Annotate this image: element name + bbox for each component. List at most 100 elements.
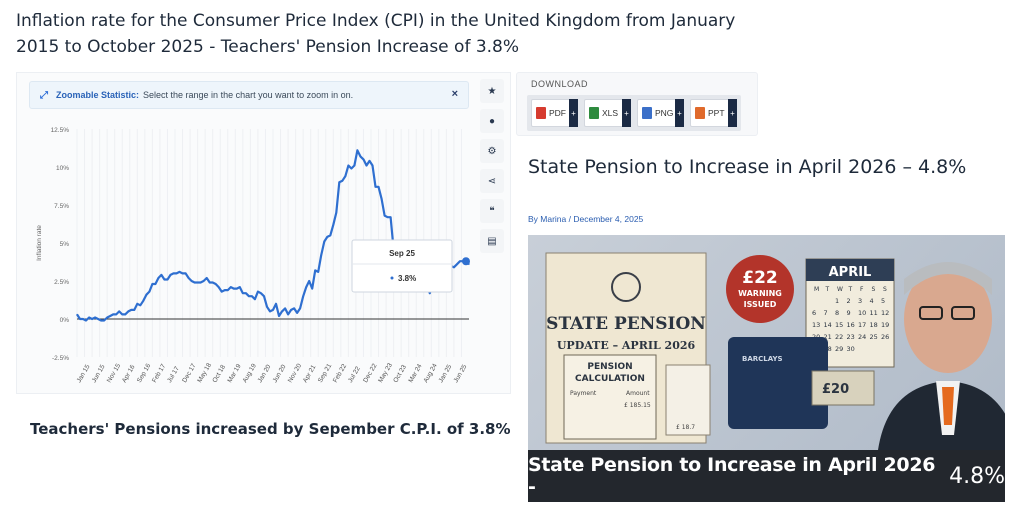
bell-icon[interactable]: ● bbox=[480, 109, 504, 133]
ppt-file-icon bbox=[695, 107, 705, 119]
x-tick-label: Jul 22 bbox=[347, 365, 362, 384]
download-pdf-button[interactable]: PDF + bbox=[531, 99, 578, 127]
x-tick-label: Jun 15 bbox=[91, 363, 107, 384]
gear-icon[interactable]: ⚙ bbox=[480, 139, 504, 163]
data-point bbox=[287, 313, 289, 316]
data-point bbox=[145, 294, 147, 296]
data-point bbox=[344, 175, 346, 177]
data-point bbox=[218, 286, 220, 288]
calendar-day: 12 bbox=[881, 309, 889, 317]
calendar-day: 30 bbox=[847, 345, 855, 353]
data-point bbox=[302, 295, 304, 297]
calendar-day: 10 bbox=[858, 309, 866, 317]
calc-card bbox=[563, 354, 657, 440]
badge-amount: £22 bbox=[742, 268, 778, 288]
close-icon[interactable]: × bbox=[451, 88, 458, 100]
banknote bbox=[811, 370, 875, 406]
data-point bbox=[368, 160, 371, 162]
data-point bbox=[175, 272, 178, 274]
download-ppt-button[interactable]: PPT + bbox=[690, 99, 737, 127]
calendar-day: 6 bbox=[812, 309, 816, 317]
data-point bbox=[85, 319, 87, 322]
download-label: PNG bbox=[655, 108, 674, 118]
data-point bbox=[157, 277, 160, 279]
data-point bbox=[290, 309, 292, 311]
data-point bbox=[76, 313, 78, 316]
data-point bbox=[163, 278, 166, 281]
y-axis-label: Inflation rate bbox=[36, 225, 43, 261]
data-point bbox=[353, 164, 356, 167]
data-point bbox=[386, 216, 389, 218]
calendar-weekday: S bbox=[883, 286, 887, 293]
hero-caption: State Pension to Increase in April 2026 … bbox=[528, 450, 1005, 502]
receipt bbox=[665, 364, 711, 436]
data-point bbox=[148, 291, 150, 293]
data-point bbox=[338, 181, 340, 183]
data-point bbox=[275, 303, 277, 305]
data-point bbox=[206, 277, 208, 279]
data-point bbox=[200, 281, 202, 284]
star-icon[interactable]: ★ bbox=[480, 79, 504, 103]
data-point bbox=[365, 164, 368, 167]
calendar-header bbox=[806, 259, 894, 281]
data-point bbox=[106, 316, 108, 319]
calendar-day: 4 bbox=[870, 297, 874, 305]
download-buttons: PDF + XLS + PNG + PPT + bbox=[527, 95, 741, 131]
data-point bbox=[284, 307, 286, 309]
data-point bbox=[79, 318, 81, 320]
data-point bbox=[296, 312, 298, 314]
data-point bbox=[257, 291, 259, 293]
download-png-button[interactable]: PNG + bbox=[637, 99, 684, 127]
data-point bbox=[371, 164, 374, 167]
plus-icon[interactable]: + bbox=[569, 99, 578, 127]
data-point bbox=[329, 234, 331, 236]
data-point bbox=[230, 286, 232, 288]
data-point bbox=[281, 310, 283, 312]
doc-title-1: STATE PENSION bbox=[546, 314, 706, 334]
download-xls-button[interactable]: XLS + bbox=[584, 99, 631, 127]
hero-image: STATE PENSION UPDATE – APRIL 2026 PENSIO… bbox=[528, 235, 1005, 502]
hero-illustration: STATE PENSION UPDATE – APRIL 2026 PENSIO… bbox=[545, 252, 1005, 450]
article-byline[interactable]: By Marina / December 4, 2025 bbox=[528, 214, 644, 224]
calendar-month: APRIL bbox=[829, 265, 872, 280]
hero-caption-text: State Pension to Increase in April 2026 … bbox=[528, 454, 936, 498]
data-point bbox=[390, 216, 392, 218]
glasses-icon bbox=[919, 306, 943, 320]
data-point bbox=[320, 254, 322, 256]
data-point bbox=[82, 318, 84, 320]
print-icon[interactable]: ▤ bbox=[480, 229, 504, 253]
page-title: Inflation rate for the Consumer Price In… bbox=[16, 11, 736, 57]
article-title[interactable]: State Pension to Increase in April 2026 … bbox=[528, 156, 967, 178]
download-label: XLS bbox=[602, 108, 619, 118]
data-point bbox=[359, 155, 362, 157]
data-point bbox=[118, 310, 120, 312]
calendar-weekday: M bbox=[814, 286, 819, 293]
data-point bbox=[269, 310, 271, 312]
quote-icon[interactable]: ❝ bbox=[480, 199, 504, 223]
plus-icon[interactable]: + bbox=[675, 99, 684, 127]
data-point bbox=[172, 272, 175, 274]
data-point bbox=[97, 318, 99, 320]
data-point bbox=[121, 313, 123, 316]
data-point bbox=[178, 271, 181, 273]
y-tick-label: 10% bbox=[56, 165, 69, 172]
data-point bbox=[459, 260, 461, 262]
person-tie bbox=[942, 387, 954, 425]
data-point bbox=[203, 280, 205, 282]
calendar-weekday: T bbox=[825, 286, 830, 293]
chart-panel: ⤢ Zoomable Statistic: Select the range i… bbox=[16, 72, 511, 394]
data-point bbox=[181, 272, 184, 274]
cpi-line-chart[interactable]: 12.5% 10% 7.5% 5% 2.5% 0% -2.5% Inflation rate J… bbox=[17, 117, 487, 395]
calc-title-2: CALCULATION bbox=[575, 374, 645, 384]
tooltip-title: Sep 25 bbox=[389, 249, 415, 258]
data-point bbox=[109, 315, 111, 317]
data-point bbox=[374, 186, 377, 188]
calendar-day: 13 bbox=[812, 321, 820, 329]
plus-icon[interactable]: + bbox=[622, 99, 631, 127]
data-point bbox=[429, 292, 431, 294]
data-point bbox=[254, 298, 256, 300]
share-icon[interactable]: ⋖ bbox=[480, 169, 504, 193]
data-point bbox=[100, 319, 102, 322]
data-point bbox=[115, 313, 117, 316]
plus-icon[interactable]: + bbox=[728, 99, 737, 127]
